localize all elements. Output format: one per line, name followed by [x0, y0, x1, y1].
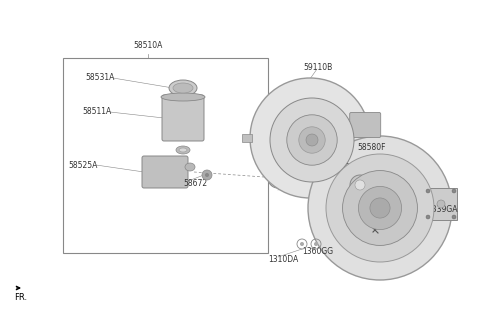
Text: 58511A: 58511A — [82, 108, 111, 116]
Ellipse shape — [161, 93, 205, 101]
Bar — [242, 134, 252, 142]
Ellipse shape — [176, 146, 190, 154]
Text: 58581: 58581 — [340, 164, 364, 173]
Circle shape — [355, 180, 365, 190]
Text: 58531A: 58531A — [85, 74, 114, 82]
Text: 1310DA: 1310DA — [268, 255, 298, 265]
Text: 58672: 58672 — [183, 179, 207, 187]
Circle shape — [452, 189, 456, 193]
Circle shape — [306, 134, 318, 146]
Text: 58510A: 58510A — [133, 41, 163, 50]
Circle shape — [437, 200, 445, 208]
Circle shape — [270, 98, 354, 182]
FancyBboxPatch shape — [162, 95, 204, 141]
Ellipse shape — [173, 83, 193, 93]
Circle shape — [359, 186, 402, 230]
Circle shape — [299, 127, 325, 153]
FancyBboxPatch shape — [142, 156, 188, 188]
Circle shape — [426, 189, 430, 193]
Text: 17104: 17104 — [286, 180, 310, 188]
Ellipse shape — [185, 163, 195, 171]
Circle shape — [287, 115, 337, 165]
Circle shape — [426, 215, 430, 219]
Bar — [425, 188, 457, 220]
Text: 1360GG: 1360GG — [302, 247, 333, 255]
Circle shape — [350, 175, 370, 195]
Text: 1339GA: 1339GA — [427, 205, 457, 215]
Text: 59110B: 59110B — [303, 62, 332, 72]
Circle shape — [205, 173, 209, 177]
Ellipse shape — [169, 80, 197, 96]
Text: 58580F: 58580F — [357, 144, 385, 152]
Circle shape — [308, 136, 452, 280]
Text: 43777B: 43777B — [372, 229, 401, 237]
Circle shape — [314, 242, 318, 246]
Circle shape — [250, 78, 370, 198]
Ellipse shape — [179, 148, 187, 152]
Text: 1362ND: 1362ND — [355, 174, 386, 182]
Circle shape — [202, 170, 212, 180]
FancyBboxPatch shape — [350, 112, 381, 137]
Circle shape — [300, 242, 304, 246]
Circle shape — [343, 171, 418, 246]
Circle shape — [452, 215, 456, 219]
Text: FR.: FR. — [14, 294, 27, 302]
Circle shape — [370, 198, 390, 218]
Bar — [63, 58, 268, 253]
Text: 1710AB: 1710AB — [373, 164, 403, 173]
Circle shape — [326, 154, 434, 262]
Text: 59145: 59145 — [392, 174, 416, 182]
Text: 58525A: 58525A — [68, 161, 97, 169]
